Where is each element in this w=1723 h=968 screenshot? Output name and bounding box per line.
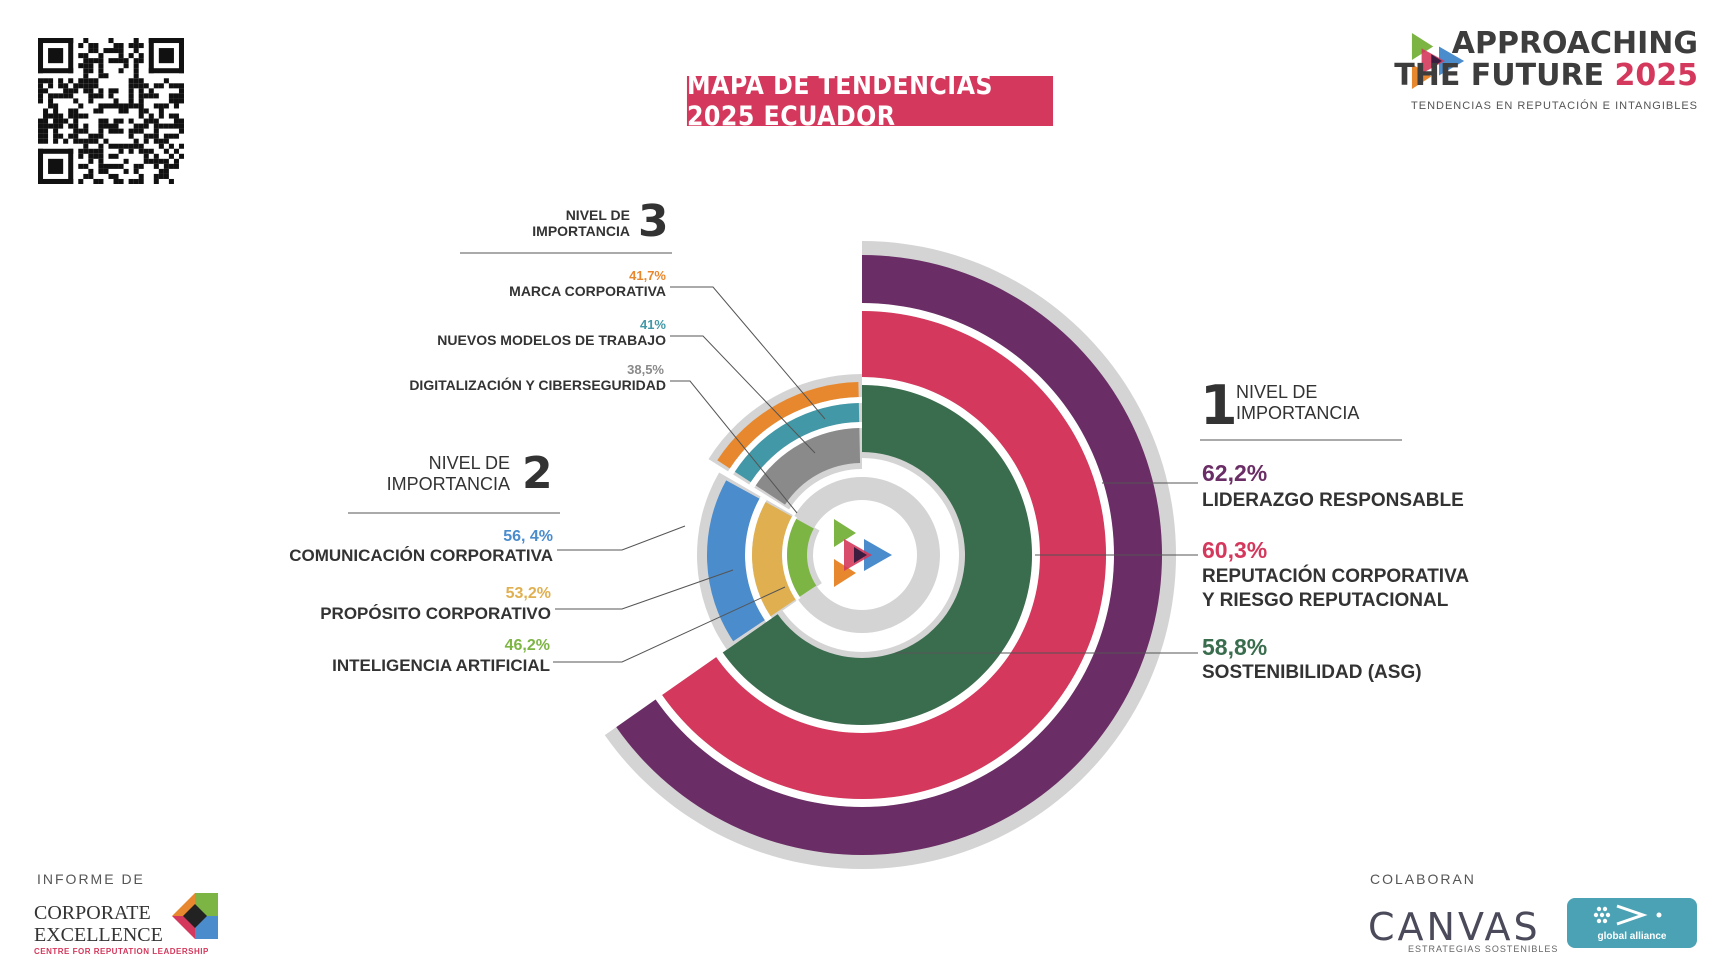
modelos-pct: 41% bbox=[639, 317, 666, 332]
ce-line1: CORPORATE bbox=[34, 902, 151, 924]
reputacion-pct: 60,3% bbox=[1202, 537, 1268, 563]
marca-pct: 41,7% bbox=[629, 268, 666, 283]
nivel1-label-line2: IMPORTANCIA bbox=[1236, 403, 1360, 423]
brand-line2: THE FUTURE 2025 bbox=[1394, 60, 1698, 92]
brand-year: 2025 bbox=[1614, 58, 1699, 93]
ce-line2: EXCELLENCE bbox=[34, 924, 163, 946]
colaboran-label: COLABORAN bbox=[1370, 871, 1476, 887]
brand-block: APPROACHING THE FUTURE 2025 TENDENCIAS E… bbox=[1394, 26, 1698, 113]
level2-gap-1 bbox=[782, 515, 801, 601]
liderazgo-label: LIDERAZGO RESPONSABLE bbox=[1202, 490, 1464, 511]
center-logo-icon bbox=[834, 519, 892, 587]
reputacion-label-line1: REPUTACIÓN CORPORATIVA bbox=[1202, 566, 1470, 587]
comunicacion-label: COMUNICACIÓN CORPORATIVA bbox=[289, 546, 553, 565]
qr-code bbox=[38, 38, 184, 184]
corporate-excellence-logo-icon bbox=[172, 893, 218, 939]
leader-modelos bbox=[670, 335, 816, 454]
global-alliance-text: global alliance bbox=[1597, 931, 1667, 942]
canvas-subtitle: ESTRATEGIAS SOSTENIBLES bbox=[1408, 944, 1559, 954]
nivel2-label: NIVEL DE IMPORTANCIA bbox=[360, 453, 510, 495]
proposito-label: PROPÓSITO CORPORATIVO bbox=[320, 604, 551, 623]
canvas-logo: CANVAS bbox=[1368, 905, 1541, 949]
nivel2-number: 2 bbox=[522, 448, 553, 499]
leader-proposito bbox=[555, 569, 734, 610]
brand-line1: APPROACHING bbox=[1451, 26, 1698, 61]
digital-label: DIGITALIZACIÓN Y CIBERSEGURIDAD bbox=[409, 377, 666, 393]
brand-tagline: TENDENCIAS EN REPUTACIÓN E INTANGIBLES bbox=[1411, 100, 1698, 112]
page-title: MAPA DE TENDENCIAS 2025 ECUADOR bbox=[686, 70, 1054, 132]
nivel1-label: NIVEL DE IMPORTANCIA bbox=[1236, 382, 1359, 424]
proposito-pct: 53,2% bbox=[505, 585, 551, 602]
brand-line2-text: THE FUTURE bbox=[1394, 58, 1605, 93]
center-ring bbox=[783, 477, 940, 633]
bar-level3-2 bbox=[755, 428, 861, 505]
bar-level1-1 bbox=[662, 311, 1106, 799]
reputacion-label-line2: Y RIESGO REPUTACIONAL bbox=[1202, 590, 1449, 611]
nivel3-label-line2: IMPORTANCIA bbox=[532, 223, 630, 239]
level3-gap-1 bbox=[749, 422, 862, 488]
ia-pct: 46,2% bbox=[504, 637, 550, 654]
sostenibilidad-label: SOSTENIBILIDAD (ASG) bbox=[1202, 662, 1422, 683]
digital-pct: 38,5% bbox=[627, 362, 664, 377]
leader-marca bbox=[670, 286, 826, 420]
nivel3-label: NIVEL DE IMPORTANCIA bbox=[480, 207, 630, 239]
global-alliance-logo-icon bbox=[1593, 904, 1662, 926]
sostenibilidad-pct: 58,8% bbox=[1202, 634, 1268, 660]
informe-label: INFORME DE bbox=[37, 871, 145, 887]
comunicacion-pct: 56, 4% bbox=[503, 528, 553, 545]
nivel1-label-line1: NIVEL DE bbox=[1236, 382, 1318, 402]
level3-gap-0 bbox=[728, 397, 862, 475]
bar-level2-2 bbox=[786, 518, 817, 597]
bar-level3-1 bbox=[734, 403, 860, 483]
global-alliance-logo bbox=[1567, 898, 1697, 948]
leader-comunicacion bbox=[557, 525, 686, 551]
nivel2-label-line1: NIVEL DE bbox=[428, 453, 510, 473]
marca-label: MARCA CORPORATIVA bbox=[509, 283, 666, 299]
bar-level3-0 bbox=[717, 382, 859, 469]
nivel1-number: 1 bbox=[1200, 374, 1238, 437]
leader-digital bbox=[670, 380, 798, 514]
ce-subtitle: CENTRE FOR REPUTATION LEADERSHIP bbox=[34, 947, 209, 956]
bar-level2-0 bbox=[707, 480, 765, 642]
bar-level1-2 bbox=[722, 385, 1032, 725]
approaching-future-logo-icon bbox=[1411, 32, 1465, 90]
leader-ia bbox=[553, 586, 786, 663]
nivel2-label-line2: IMPORTANCIA bbox=[386, 474, 510, 494]
nivel3-number: 3 bbox=[638, 196, 669, 247]
ia-label: INTELIGENCIA ARTIFICIAL bbox=[332, 656, 550, 675]
liderazgo-pct: 62,2% bbox=[1202, 460, 1268, 486]
corporate-excellence-logo: CORPORATE EXCELLENCE bbox=[34, 902, 163, 946]
nivel3-label-line1: NIVEL DE bbox=[565, 207, 630, 223]
level2-gap-0 bbox=[744, 496, 772, 623]
reputacion-label: REPUTACIÓN CORPORATIVA Y RIESGO REPUTACI… bbox=[1202, 565, 1469, 613]
modelos-label: NUEVOS MODELOS DE TRABAJO bbox=[437, 332, 666, 348]
